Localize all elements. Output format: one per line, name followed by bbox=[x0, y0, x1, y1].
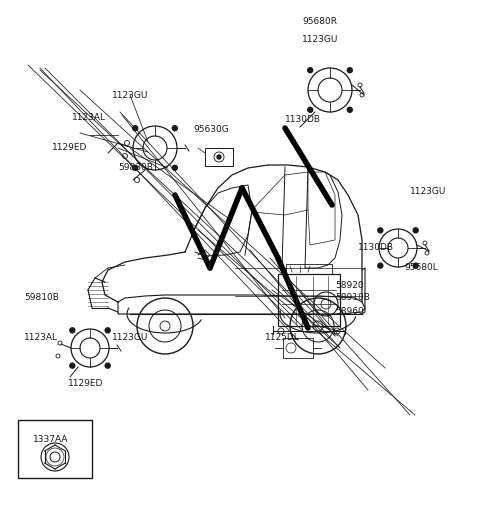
Text: 95680L: 95680L bbox=[404, 264, 438, 272]
Circle shape bbox=[217, 155, 221, 159]
Bar bbox=[205, 148, 233, 166]
Circle shape bbox=[70, 328, 75, 333]
Circle shape bbox=[172, 165, 177, 170]
Text: 58910B: 58910B bbox=[335, 294, 370, 303]
Text: 1337AA: 1337AA bbox=[33, 436, 69, 445]
Text: 1130DB: 1130DB bbox=[285, 116, 321, 125]
Text: 1123AL: 1123AL bbox=[24, 334, 58, 343]
Circle shape bbox=[70, 363, 75, 368]
Circle shape bbox=[105, 328, 110, 333]
Text: 95630G: 95630G bbox=[193, 126, 229, 134]
Circle shape bbox=[132, 165, 138, 170]
Bar bbox=[18, 420, 92, 478]
Text: 1123GU: 1123GU bbox=[302, 35, 338, 45]
Bar bbox=[278, 274, 340, 326]
Text: 59830B: 59830B bbox=[118, 163, 153, 172]
Text: 1123GU: 1123GU bbox=[112, 91, 148, 99]
Text: 1129ED: 1129ED bbox=[68, 380, 103, 388]
Text: 59810B: 59810B bbox=[24, 294, 59, 303]
Circle shape bbox=[413, 228, 418, 233]
Text: 1123GU: 1123GU bbox=[112, 334, 148, 343]
Text: 1129ED: 1129ED bbox=[52, 143, 87, 153]
Circle shape bbox=[308, 107, 312, 112]
Bar bbox=[286, 264, 332, 274]
Circle shape bbox=[378, 263, 383, 268]
Text: 1123GU: 1123GU bbox=[410, 188, 446, 197]
Circle shape bbox=[348, 68, 352, 73]
Circle shape bbox=[308, 68, 312, 73]
Text: 1125DL: 1125DL bbox=[265, 334, 300, 343]
Text: 1130DB: 1130DB bbox=[358, 243, 394, 252]
Text: 58920: 58920 bbox=[335, 280, 364, 289]
Text: 95680R: 95680R bbox=[302, 18, 337, 26]
Text: 1123AL: 1123AL bbox=[72, 114, 106, 123]
Circle shape bbox=[413, 263, 418, 268]
Bar bbox=[283, 338, 313, 358]
Circle shape bbox=[105, 363, 110, 368]
Text: 58960: 58960 bbox=[335, 308, 364, 316]
Circle shape bbox=[132, 126, 138, 131]
Circle shape bbox=[348, 107, 352, 112]
Circle shape bbox=[172, 126, 177, 131]
Circle shape bbox=[378, 228, 383, 233]
